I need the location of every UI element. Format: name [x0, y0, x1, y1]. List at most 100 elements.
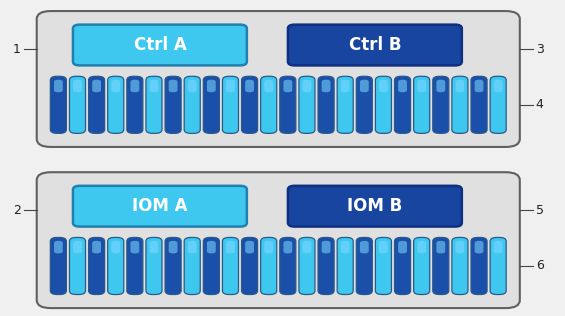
FancyBboxPatch shape: [318, 237, 334, 295]
FancyBboxPatch shape: [436, 80, 445, 92]
FancyBboxPatch shape: [455, 80, 464, 92]
FancyBboxPatch shape: [50, 76, 67, 133]
FancyBboxPatch shape: [284, 241, 292, 253]
FancyBboxPatch shape: [188, 241, 197, 253]
FancyBboxPatch shape: [360, 241, 369, 253]
FancyBboxPatch shape: [302, 80, 311, 92]
FancyBboxPatch shape: [418, 80, 426, 92]
FancyBboxPatch shape: [299, 76, 315, 133]
FancyBboxPatch shape: [379, 80, 388, 92]
FancyBboxPatch shape: [475, 80, 484, 92]
FancyBboxPatch shape: [169, 241, 177, 253]
FancyBboxPatch shape: [207, 241, 216, 253]
FancyBboxPatch shape: [379, 241, 388, 253]
FancyBboxPatch shape: [184, 237, 200, 295]
FancyBboxPatch shape: [471, 76, 487, 133]
FancyBboxPatch shape: [360, 80, 369, 92]
FancyBboxPatch shape: [337, 237, 353, 295]
FancyBboxPatch shape: [436, 241, 445, 253]
FancyBboxPatch shape: [92, 80, 101, 92]
FancyBboxPatch shape: [89, 237, 105, 295]
FancyBboxPatch shape: [337, 76, 353, 133]
FancyBboxPatch shape: [245, 80, 254, 92]
FancyBboxPatch shape: [111, 241, 120, 253]
FancyBboxPatch shape: [242, 237, 258, 295]
FancyBboxPatch shape: [357, 237, 372, 295]
FancyBboxPatch shape: [223, 237, 238, 295]
FancyBboxPatch shape: [490, 237, 506, 295]
Text: IOM B: IOM B: [347, 197, 402, 215]
FancyBboxPatch shape: [50, 237, 67, 295]
FancyBboxPatch shape: [150, 80, 158, 92]
Text: 4: 4: [536, 98, 544, 111]
FancyBboxPatch shape: [280, 76, 296, 133]
FancyBboxPatch shape: [203, 76, 219, 133]
FancyBboxPatch shape: [54, 241, 63, 253]
FancyBboxPatch shape: [398, 80, 407, 92]
FancyBboxPatch shape: [260, 76, 277, 133]
FancyBboxPatch shape: [288, 25, 462, 65]
FancyBboxPatch shape: [494, 80, 503, 92]
FancyBboxPatch shape: [341, 241, 350, 253]
FancyBboxPatch shape: [73, 25, 247, 65]
FancyBboxPatch shape: [280, 237, 296, 295]
FancyBboxPatch shape: [452, 237, 468, 295]
FancyBboxPatch shape: [108, 237, 124, 295]
FancyBboxPatch shape: [226, 80, 235, 92]
Text: 5: 5: [536, 204, 544, 217]
FancyBboxPatch shape: [302, 241, 311, 253]
Text: Ctrl A: Ctrl A: [133, 36, 186, 54]
FancyBboxPatch shape: [452, 76, 468, 133]
FancyBboxPatch shape: [375, 237, 392, 295]
FancyBboxPatch shape: [131, 241, 139, 253]
FancyBboxPatch shape: [37, 172, 520, 308]
FancyBboxPatch shape: [284, 80, 292, 92]
FancyBboxPatch shape: [357, 76, 372, 133]
Text: Ctrl B: Ctrl B: [349, 36, 401, 54]
FancyBboxPatch shape: [165, 237, 181, 295]
FancyBboxPatch shape: [226, 241, 235, 253]
FancyBboxPatch shape: [184, 76, 200, 133]
FancyBboxPatch shape: [54, 80, 63, 92]
Text: 3: 3: [536, 43, 544, 56]
FancyBboxPatch shape: [299, 237, 315, 295]
FancyBboxPatch shape: [203, 237, 219, 295]
FancyBboxPatch shape: [245, 241, 254, 253]
FancyBboxPatch shape: [127, 237, 143, 295]
FancyBboxPatch shape: [150, 241, 158, 253]
FancyBboxPatch shape: [73, 186, 247, 227]
FancyBboxPatch shape: [455, 241, 464, 253]
FancyBboxPatch shape: [223, 76, 238, 133]
FancyBboxPatch shape: [414, 76, 430, 133]
FancyBboxPatch shape: [131, 80, 139, 92]
FancyBboxPatch shape: [418, 241, 426, 253]
FancyBboxPatch shape: [321, 241, 331, 253]
FancyBboxPatch shape: [169, 80, 177, 92]
FancyBboxPatch shape: [188, 80, 197, 92]
FancyBboxPatch shape: [146, 76, 162, 133]
FancyBboxPatch shape: [414, 237, 430, 295]
FancyBboxPatch shape: [69, 237, 85, 295]
FancyBboxPatch shape: [394, 76, 411, 133]
FancyBboxPatch shape: [490, 76, 506, 133]
FancyBboxPatch shape: [260, 237, 277, 295]
FancyBboxPatch shape: [433, 237, 449, 295]
FancyBboxPatch shape: [394, 237, 411, 295]
FancyBboxPatch shape: [165, 76, 181, 133]
FancyBboxPatch shape: [146, 237, 162, 295]
FancyBboxPatch shape: [111, 80, 120, 92]
FancyBboxPatch shape: [494, 241, 503, 253]
FancyBboxPatch shape: [375, 76, 392, 133]
FancyBboxPatch shape: [471, 237, 487, 295]
Text: 1: 1: [13, 43, 21, 56]
FancyBboxPatch shape: [207, 80, 216, 92]
FancyBboxPatch shape: [73, 80, 82, 92]
FancyBboxPatch shape: [108, 76, 124, 133]
FancyBboxPatch shape: [73, 241, 82, 253]
FancyBboxPatch shape: [321, 80, 331, 92]
FancyBboxPatch shape: [92, 241, 101, 253]
FancyBboxPatch shape: [127, 76, 143, 133]
FancyBboxPatch shape: [398, 241, 407, 253]
FancyBboxPatch shape: [264, 80, 273, 92]
FancyBboxPatch shape: [433, 76, 449, 133]
